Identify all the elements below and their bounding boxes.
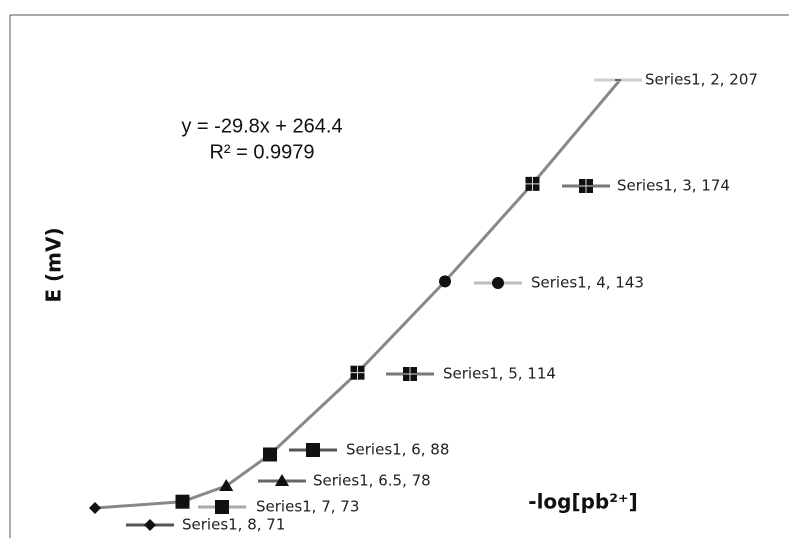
data-point xyxy=(89,502,101,514)
marker-cross xyxy=(403,367,417,381)
equation: y = -29.8x + 264.4 xyxy=(181,115,342,137)
data-point xyxy=(263,447,277,462)
x-axis-label: -log[pb²⁺] xyxy=(528,490,637,514)
label-marker xyxy=(615,79,621,81)
label-marker xyxy=(492,277,504,289)
marker-cross xyxy=(579,179,593,193)
label-marker xyxy=(306,443,320,457)
data-label: Series1, 2, 207 xyxy=(645,71,758,89)
marker-cross xyxy=(350,365,365,380)
data-label: Series1, 6.5, 78 xyxy=(313,472,431,490)
data-label: Series1, 6, 88 xyxy=(346,441,449,459)
marker-cross xyxy=(525,176,540,191)
data-point xyxy=(439,275,451,288)
y-axis-label: E (mV) xyxy=(42,227,66,302)
r-squared: R² = 0.9979 xyxy=(209,141,314,163)
data-line xyxy=(94,79,622,510)
data-point xyxy=(175,494,190,509)
data-label: Series1, 8, 71 xyxy=(182,516,285,534)
data-point xyxy=(219,478,234,491)
data-label: Series1, 4, 143 xyxy=(531,274,644,292)
label-marker xyxy=(215,500,229,514)
label-marker xyxy=(144,519,156,531)
data-label: Series1, 5, 114 xyxy=(443,365,556,383)
label-marker xyxy=(275,474,289,486)
data-label: Series1, 7, 73 xyxy=(256,498,359,516)
data-label: Series1, 3, 174 xyxy=(617,177,730,195)
